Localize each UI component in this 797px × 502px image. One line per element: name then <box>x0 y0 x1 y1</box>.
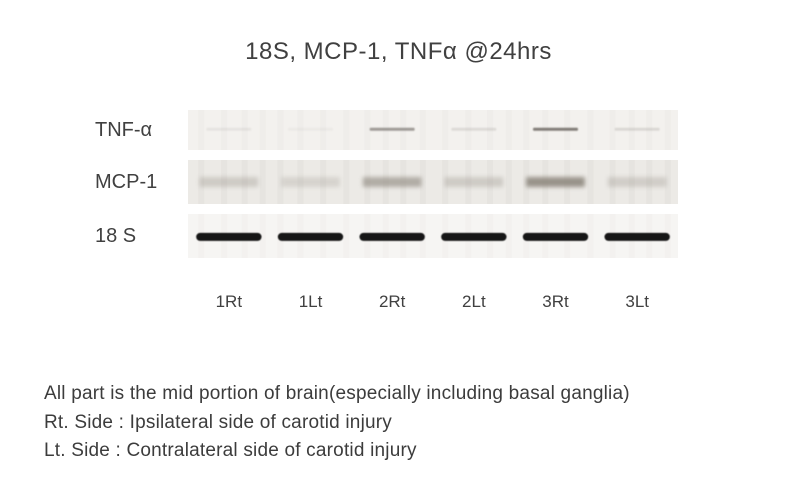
band <box>533 128 578 131</box>
figure-title: 18S, MCP-1, TNFα @24hrs <box>0 38 797 66</box>
gel-strip <box>188 160 678 204</box>
band <box>281 177 340 187</box>
lane-label: 2Rt <box>351 292 433 312</box>
lane-label: 3Rt <box>515 292 597 312</box>
band <box>196 233 261 241</box>
band <box>451 128 496 131</box>
band <box>199 177 258 187</box>
blot-row: MCP-1 <box>95 160 715 204</box>
figure-caption: All part is the mid portion of brain(esp… <box>44 380 630 466</box>
row-label: TNF-α <box>95 119 188 142</box>
band <box>526 177 585 187</box>
band <box>615 128 660 131</box>
row-label: 18 S <box>95 225 188 248</box>
gel-strip <box>188 214 678 258</box>
band <box>288 128 333 131</box>
band <box>363 177 422 187</box>
lane-label: 1Lt <box>270 292 352 312</box>
row-label: MCP-1 <box>95 171 188 194</box>
blot-row: TNF-α <box>95 110 715 150</box>
band <box>441 233 506 241</box>
band <box>370 128 415 131</box>
band <box>360 233 425 241</box>
lane-label: 1Rt <box>188 292 270 312</box>
western-blot-panel: TNF-α MCP-1 18 S <box>95 110 715 268</box>
lane-label: 2Lt <box>433 292 515 312</box>
blot-row: 18 S <box>95 214 715 258</box>
gel-strip <box>188 110 678 150</box>
lane-label: 3Lt <box>596 292 678 312</box>
band <box>444 177 503 187</box>
caption-line: Rt. Side : Ipsilateral side of carotid i… <box>44 409 630 438</box>
band <box>608 177 667 187</box>
band <box>278 233 343 241</box>
band <box>605 233 670 241</box>
lane-labels-row: 1Rt1Lt2Rt2Lt3Rt3Lt <box>95 292 715 312</box>
caption-line: Lt. Side : Contralateral side of carotid… <box>44 437 630 466</box>
band <box>523 233 588 241</box>
caption-line: All part is the mid portion of brain(esp… <box>44 380 630 409</box>
band <box>206 128 251 131</box>
